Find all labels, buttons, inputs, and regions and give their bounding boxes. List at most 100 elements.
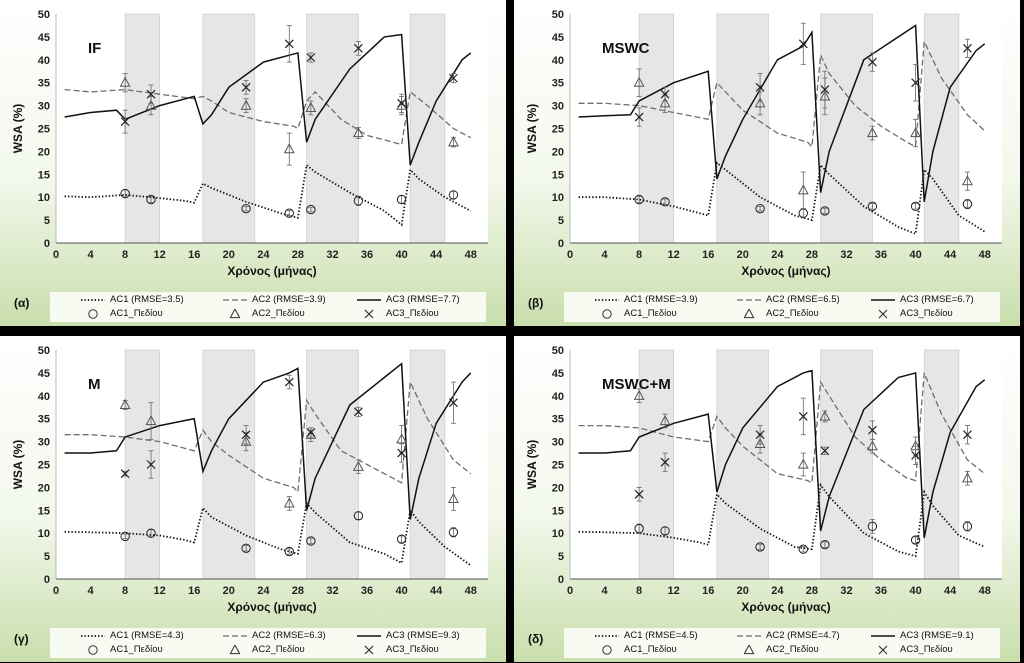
y-tick-label: 50 — [552, 9, 564, 21]
x-tick-label: 20 — [737, 585, 749, 597]
y-tick-label: 25 — [38, 124, 50, 136]
observed-point — [910, 535, 921, 545]
x-tick-label: 44 — [430, 249, 443, 261]
observed-point — [353, 196, 364, 206]
x-tick-label: 16 — [188, 249, 200, 261]
observed-point — [911, 450, 921, 460]
x-tick-label: 32 — [840, 585, 852, 597]
x-tick-label: 20 — [737, 249, 749, 261]
legend-swatch — [88, 644, 98, 655]
legend-item: AC3_Πεδίου — [870, 308, 953, 319]
observed-series-ac3 — [120, 374, 458, 479]
y-tick-label: 30 — [38, 101, 50, 113]
observed-point — [146, 89, 156, 99]
x-tick-label: 12 — [154, 249, 166, 261]
y-tick-label: 15 — [38, 169, 50, 181]
observed-point — [867, 425, 877, 435]
x-tick-label: 28 — [806, 585, 818, 597]
shaded-period — [820, 349, 873, 580]
observed-point — [754, 437, 766, 448]
legend-swatch — [357, 634, 381, 637]
shaded-period — [923, 13, 960, 244]
observed-point — [448, 527, 459, 537]
y-tick-label: 35 — [552, 414, 564, 426]
shaded-period — [820, 13, 873, 244]
observed-point — [397, 448, 407, 458]
observed-point — [820, 85, 830, 94]
panel-title: MSWC — [602, 40, 650, 57]
x-tick-label: 24 — [771, 249, 784, 261]
x-tick-label: 40 — [395, 585, 407, 597]
x-tick-label: 8 — [122, 249, 128, 261]
legend-label: AC2 (RMSE=6.3) — [252, 630, 326, 641]
legend-item: AC3 (RMSE=9.3) — [356, 630, 460, 641]
shaded-period — [124, 13, 161, 244]
observed-point — [911, 78, 921, 88]
y-tick-label: 40 — [552, 55, 564, 67]
y-tick-label: 45 — [38, 32, 50, 44]
x-tick-label: 12 — [668, 249, 680, 261]
series-line-ac1 — [64, 501, 472, 567]
observed-point — [353, 511, 364, 521]
legend-item: AC2_Πεδίου — [736, 308, 819, 319]
shaded-period — [124, 349, 161, 580]
observed-point — [448, 136, 459, 147]
legend-label: AC2 (RMSE=6.5) — [766, 294, 840, 305]
observed-point — [120, 117, 130, 127]
observed-point — [284, 39, 294, 49]
legend-item: AC2 (RMSE=3.9) — [222, 294, 326, 305]
legend-marker — [602, 308, 612, 319]
y-tick-label: 10 — [552, 528, 564, 540]
x-tick-label: 48 — [979, 585, 991, 597]
y-tick-label: 20 — [552, 146, 564, 158]
observed-point — [867, 57, 877, 67]
x-tick-label: 0 — [567, 585, 573, 597]
observed-point — [240, 99, 252, 110]
series-line-ac3 — [64, 362, 472, 520]
y-tick-label: 10 — [38, 192, 50, 204]
x-tick-label: 16 — [188, 585, 200, 597]
legend-label: AC3 (RMSE=7.7) — [386, 294, 460, 305]
chart-legend: AC1 (RMSE=3.9) AC2 (RMSE=6.5) AC3 (RMSE=6.… — [564, 292, 1000, 322]
observed-point — [910, 127, 922, 138]
observed-point — [120, 469, 130, 479]
legend-swatch — [364, 645, 374, 654]
y-tick-label: 35 — [38, 78, 50, 90]
observed-point — [798, 411, 808, 421]
observed-point — [820, 206, 830, 216]
legend-item: AC3_Πεδίου — [356, 644, 439, 655]
y-tick-label: 20 — [38, 482, 50, 494]
x-tick-label: 20 — [223, 585, 235, 597]
y-tick-label: 50 — [38, 345, 50, 357]
x-tick-label: 28 — [806, 249, 818, 261]
x-tick-label: 44 — [944, 585, 957, 597]
legend-swatch — [737, 634, 761, 637]
observed-point — [866, 127, 878, 138]
legend-label: AC3 (RMSE=9.1) — [900, 630, 974, 641]
observed-point — [660, 457, 670, 467]
series-line-ac1 — [64, 163, 472, 227]
legend-marker — [743, 308, 755, 318]
observed-point — [241, 203, 251, 214]
legend-swatch — [364, 309, 374, 318]
legend-label: AC2_Πεδίου — [766, 644, 819, 655]
x-tick-label: 44 — [944, 249, 957, 261]
legend-swatch — [223, 634, 247, 637]
observed-point — [962, 472, 973, 483]
observed-point — [634, 489, 644, 499]
y-axis-label: WSA (%) — [525, 104, 539, 154]
legend-item: AC3_Πεδίου — [356, 308, 439, 319]
observed-series-ac1 — [120, 511, 459, 557]
chart-panel-alpha: 0 5 10 15 20 25 30 35 40 45 50 0 4 8 12 16 20 24 28 32 36 40 4… — [0, 0, 506, 326]
observed-point — [119, 398, 131, 410]
panel-label: (β) — [528, 296, 544, 310]
x-tick-label: 28 — [292, 249, 304, 261]
observed-point — [633, 76, 645, 87]
y-tick-label: 30 — [38, 437, 50, 449]
observed-point — [120, 188, 130, 199]
legend-marker — [878, 309, 888, 318]
legend-label: AC3 (RMSE=9.3) — [386, 630, 460, 641]
observed-point — [963, 43, 972, 53]
x-tick-label: 4 — [87, 249, 94, 261]
